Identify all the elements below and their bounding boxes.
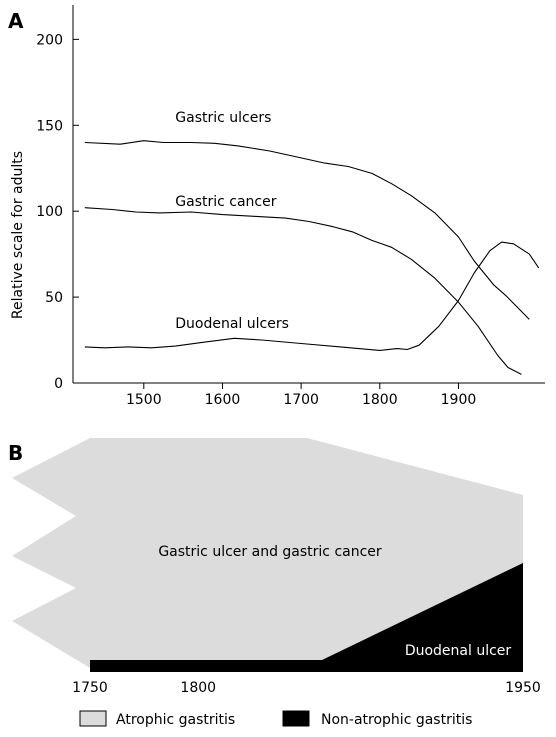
x-tick-label: 1900 [441, 392, 477, 408]
legend-swatch-non-atrophic [282, 710, 310, 727]
x-tick-label-b: 1950 [505, 680, 541, 696]
panel-a-label: A [8, 9, 24, 33]
x-ticks-b: 1750 1800 1950 [72, 680, 541, 696]
x-tick-label: 1500 [126, 392, 162, 408]
x-tick-label-b: 1800 [180, 680, 216, 696]
series-line-gastric-ulcers [84, 140, 530, 320]
y-tick-label: 200 [36, 32, 63, 48]
series-label-gastric-cancer: Gastric cancer [175, 194, 276, 210]
region-label-atrophic: Gastric ulcer and gastric cancer [158, 544, 382, 560]
legend-label-non-atrophic: Non-atrophic gastritis [321, 712, 472, 728]
series-label-duodenal-ulcers: Duodenal ulcers [175, 316, 289, 332]
y-tick-label: 50 [45, 290, 63, 306]
panel-a: A Relative scale for adults 0 50 100 150 200… [8, 5, 545, 408]
x-tick-label: 1600 [205, 392, 241, 408]
series-group: Gastric ulcers Gastric cancer Duodenal ulc… [84, 110, 540, 375]
legend-swatch-atrophic [79, 710, 107, 727]
x-ticks: 1500 1600 1700 1800 1900 [126, 383, 476, 408]
y-axis-label: Relative scale for adults [10, 151, 26, 319]
y-tick-label: 0 [54, 376, 63, 392]
panel-b: B Gastric ulcer and gastric cancer Duode… [8, 438, 541, 728]
series-line-gastric-cancer [84, 207, 522, 375]
x-tick-label-b: 1750 [72, 680, 108, 696]
x-tick-label: 1700 [283, 392, 319, 408]
series-label-gastric-ulcers: Gastric ulcers [175, 110, 271, 126]
region-label-non-atrophic: Duodenal ulcer [405, 643, 512, 659]
atrophic-gastritis-area [12, 438, 523, 668]
y-tick-label: 150 [36, 118, 63, 134]
panel-b-label: B [8, 441, 23, 465]
y-tick-label: 100 [36, 204, 63, 220]
legend: Atrophic gastritis Non-atrophic gastriti… [79, 710, 472, 728]
y-ticks: 0 50 100 150 200 [36, 32, 79, 392]
series-line-duodenal-ulcers [84, 241, 540, 351]
legend-label-atrophic: Atrophic gastritis [116, 712, 235, 728]
x-tick-label: 1800 [362, 392, 398, 408]
non-atrophic-gastritis-area [90, 563, 523, 672]
